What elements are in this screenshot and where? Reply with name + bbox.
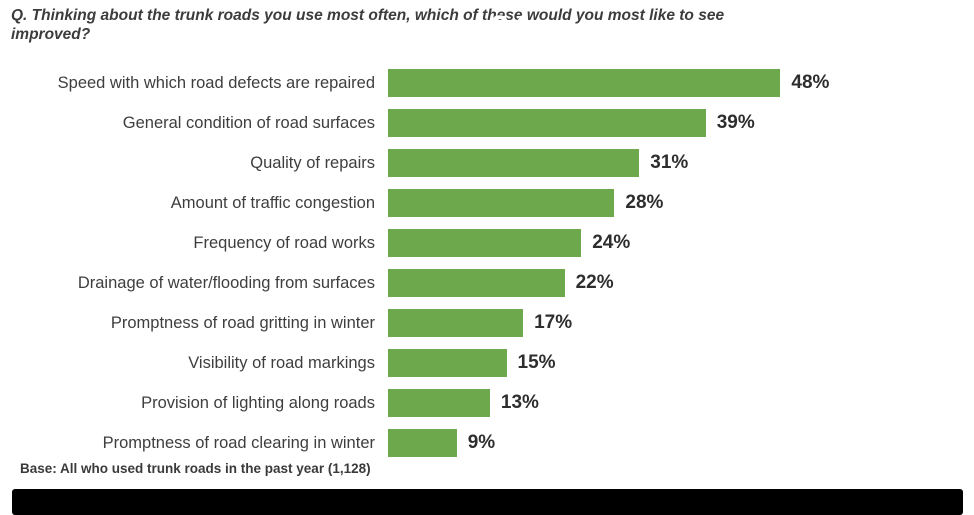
bar: [385, 186, 618, 220]
base-note: Base: All who used trunk roads in the pa…: [20, 461, 371, 476]
bar-row: Drainage of water/flooding from surfaces…: [0, 263, 974, 303]
question-title: Q. Thinking about the trunk roads you us…: [11, 6, 851, 44]
category-label: Quality of repairs: [250, 153, 375, 172]
bar-chart: Speed with which road defects are repair…: [0, 63, 974, 463]
bar-row: Provision of lighting along roads 13%: [0, 383, 974, 423]
value-label: 31%: [650, 152, 689, 173]
bar-row: Frequency of road works 24%: [0, 223, 974, 263]
bar-row: Promptness of road gritting in winter 17…: [0, 303, 974, 343]
bar: [385, 306, 527, 340]
value-label: 15%: [517, 352, 556, 373]
category-label: Promptness of road clearing in winter: [102, 433, 375, 452]
category-label: General condition of road surfaces: [122, 113, 375, 132]
category-label: Frequency of road works: [193, 233, 375, 252]
bar-row: General condition of road surfaces 39%: [0, 103, 974, 143]
value-label: 24%: [592, 232, 631, 253]
bar: [385, 426, 460, 460]
category-label: Visibility of road markings: [188, 353, 375, 372]
bar: [385, 226, 585, 260]
bottom-bar: [12, 489, 963, 515]
percent-unit-label: %: [489, 5, 535, 61]
category-label: Promptness of road gritting in winter: [110, 313, 375, 332]
bar-row: Speed with which road defects are repair…: [0, 63, 974, 103]
bar-row: Amount of traffic congestion 28%: [0, 183, 974, 223]
bar: [385, 66, 784, 100]
category-label: Drainage of water/flooding from surfaces: [77, 273, 375, 292]
bar-row: Promptness of road clearing in winter 9%: [0, 423, 974, 463]
bar: [385, 146, 643, 180]
bar-row: Quality of repairs 31%: [0, 143, 974, 183]
value-label: 17%: [534, 312, 573, 333]
value-label: 39%: [716, 112, 755, 133]
bar: [385, 386, 493, 420]
bar-row: Visibility of road markings 15%: [0, 343, 974, 383]
value-label: 9%: [467, 432, 496, 453]
category-label: Amount of traffic congestion: [170, 193, 375, 212]
question-title-line1: Q. Thinking about the trunk roads you us…: [11, 7, 725, 24]
value-label: 22%: [575, 272, 614, 293]
bar: [385, 346, 510, 380]
value-label: 13%: [500, 392, 539, 413]
bar: [385, 106, 709, 140]
question-title-line2: improved?: [11, 26, 91, 43]
value-label: 28%: [625, 192, 664, 213]
bar: [385, 266, 568, 300]
category-label: Provision of lighting along roads: [141, 393, 375, 412]
category-label: Speed with which road defects are repair…: [57, 73, 375, 92]
value-label: 48%: [791, 72, 830, 93]
